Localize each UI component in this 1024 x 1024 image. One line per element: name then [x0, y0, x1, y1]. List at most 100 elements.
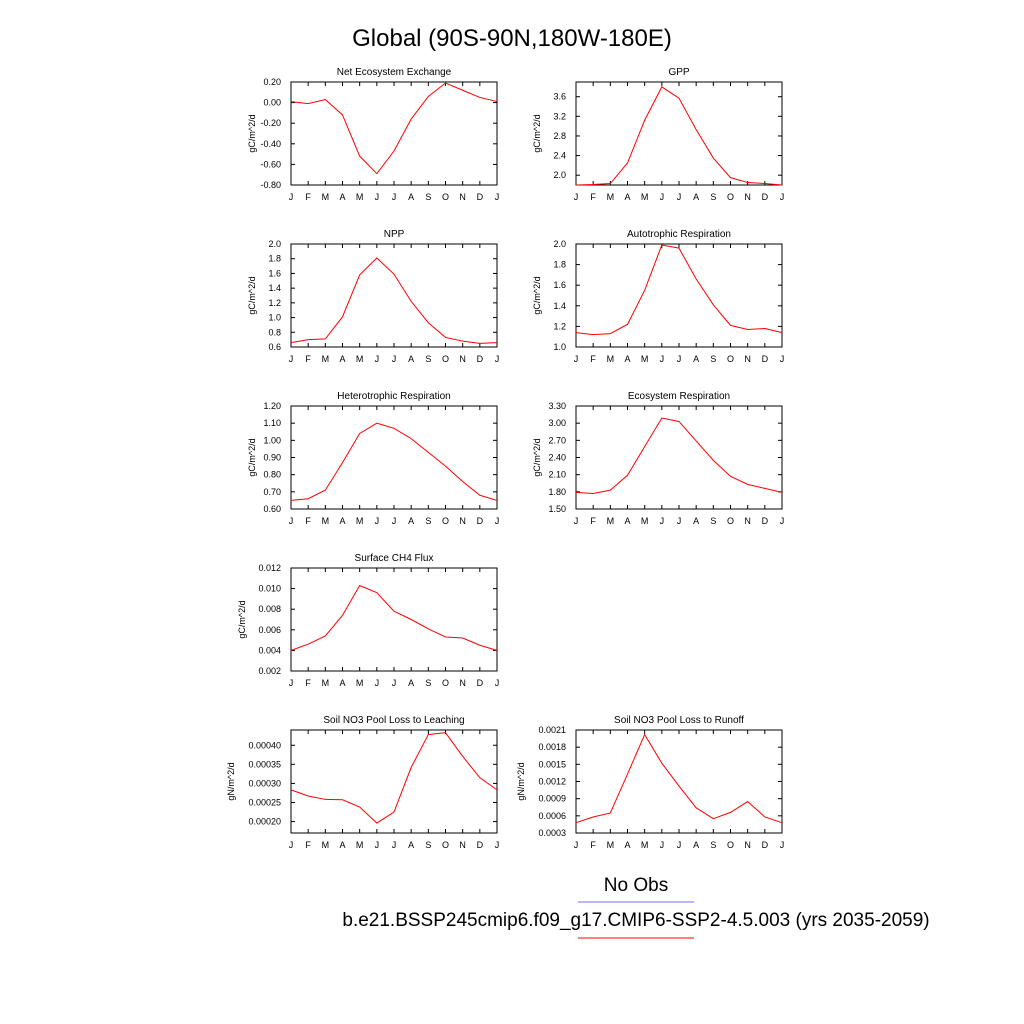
x-tick-label: D [477, 354, 484, 364]
chart-title: Heterotrophic Respiration [337, 391, 450, 402]
y-tick-label: -0.40 [260, 139, 281, 149]
x-tick-label: A [693, 840, 699, 850]
x-tick-label: S [710, 192, 716, 202]
x-tick-label: F [305, 516, 311, 526]
y-tick-label: 1.8 [268, 254, 281, 264]
x-tick-label: A [339, 192, 345, 202]
x-tick-label: A [624, 354, 630, 364]
x-tick-label: D [762, 354, 769, 364]
x-tick-label: J [289, 516, 294, 526]
chart-title: GPP [668, 67, 689, 78]
x-tick-label: J [495, 192, 500, 202]
x-tick-label: J [495, 678, 500, 688]
y-tick-label: 1.4 [553, 301, 566, 311]
x-tick-label: J [289, 354, 294, 364]
y-tick-label: 0.010 [258, 584, 281, 594]
y-tick-label: 0.90 [263, 453, 281, 463]
y-tick-label: 1.0 [553, 342, 566, 352]
x-tick-label: M [356, 678, 364, 688]
y-tick-label: 0.012 [258, 563, 281, 573]
y-tick-label: 0.00020 [248, 817, 281, 827]
x-tick-label: J [574, 192, 579, 202]
y-tick-label: 3.30 [548, 401, 566, 411]
chart-title: Soil NO3 Pool Loss to Runoff [614, 715, 744, 726]
series-line [575, 86, 783, 186]
x-tick-label: J [495, 840, 500, 850]
x-tick-label: N [744, 516, 751, 526]
y-tick-label: 0.0018 [538, 742, 566, 752]
x-tick-label: A [408, 354, 414, 364]
x-tick-label: N [744, 354, 751, 364]
x-tick-label: J [289, 678, 294, 688]
x-tick-label: M [322, 678, 330, 688]
x-tick-label: J [375, 192, 380, 202]
x-tick-label: J [677, 840, 682, 850]
y-tick-label: 0.004 [258, 645, 281, 655]
x-tick-label: A [693, 516, 699, 526]
y-tick-label: 0.70 [263, 487, 281, 497]
x-tick-label: N [744, 192, 751, 202]
x-tick-label: O [727, 354, 734, 364]
y-tick-label: 2.8 [553, 131, 566, 141]
x-tick-label: J [660, 840, 665, 850]
x-tick-label: D [762, 840, 769, 850]
x-tick-label: J [780, 192, 785, 202]
x-tick-label: A [339, 678, 345, 688]
chart-title: Soil NO3 Pool Loss to Leaching [323, 715, 464, 726]
x-tick-label: O [442, 678, 449, 688]
x-tick-label: F [305, 192, 311, 202]
y-tick-label: 0.6 [268, 342, 281, 352]
x-tick-label: J [677, 354, 682, 364]
x-tick-label: N [459, 516, 466, 526]
y-tick-label: 0.00030 [248, 778, 281, 788]
y-axis-label: gN/m^2/d [516, 762, 526, 800]
x-tick-label: N [459, 354, 466, 364]
y-tick-label: 2.40 [548, 453, 566, 463]
x-tick-label: M [356, 840, 364, 850]
x-tick-label: S [425, 840, 431, 850]
x-tick-label: N [459, 192, 466, 202]
x-tick-label: M [356, 354, 364, 364]
x-tick-label: F [590, 840, 596, 850]
y-tick-label: 0.00 [263, 98, 281, 108]
x-tick-label: D [762, 516, 769, 526]
y-tick-label: 0.006 [258, 625, 281, 635]
y-tick-label: 2.0 [268, 239, 281, 249]
y-axis-label: gC/m^2/d [247, 114, 257, 152]
x-tick-label: M [322, 840, 330, 850]
x-tick-label: D [762, 192, 769, 202]
y-axis-label: gC/m^2/d [247, 438, 257, 476]
x-tick-label: D [477, 516, 484, 526]
y-tick-label: -0.20 [260, 118, 281, 128]
x-tick-label: M [607, 840, 615, 850]
x-tick-label: J [375, 354, 380, 364]
x-tick-label: M [607, 516, 615, 526]
x-tick-label: M [641, 840, 649, 850]
x-tick-label: J [392, 678, 397, 688]
y-tick-label: 0.20 [263, 77, 281, 87]
y-tick-label: 2.10 [548, 470, 566, 480]
x-tick-label: J [574, 840, 579, 850]
x-tick-label: A [408, 516, 414, 526]
chart-title: Autotrophic Respiration [627, 229, 731, 240]
x-tick-label: A [624, 840, 630, 850]
y-tick-label: 2.0 [553, 239, 566, 249]
y-tick-label: 1.10 [263, 418, 281, 428]
plot-frame [290, 81, 498, 186]
x-tick-label: J [392, 516, 397, 526]
x-tick-label: J [574, 354, 579, 364]
x-tick-label: J [375, 840, 380, 850]
y-tick-label: -0.80 [260, 180, 281, 190]
x-tick-label: A [693, 354, 699, 364]
y-tick-label: 1.0 [268, 313, 281, 323]
plot-frame [575, 729, 783, 834]
x-tick-label: M [356, 192, 364, 202]
x-tick-label: J [574, 516, 579, 526]
page-title: Global (90S-90N,180W-180E) [352, 25, 672, 52]
x-tick-label: O [727, 840, 734, 850]
y-tick-label: 0.8 [268, 327, 281, 337]
x-tick-label: J [660, 516, 665, 526]
